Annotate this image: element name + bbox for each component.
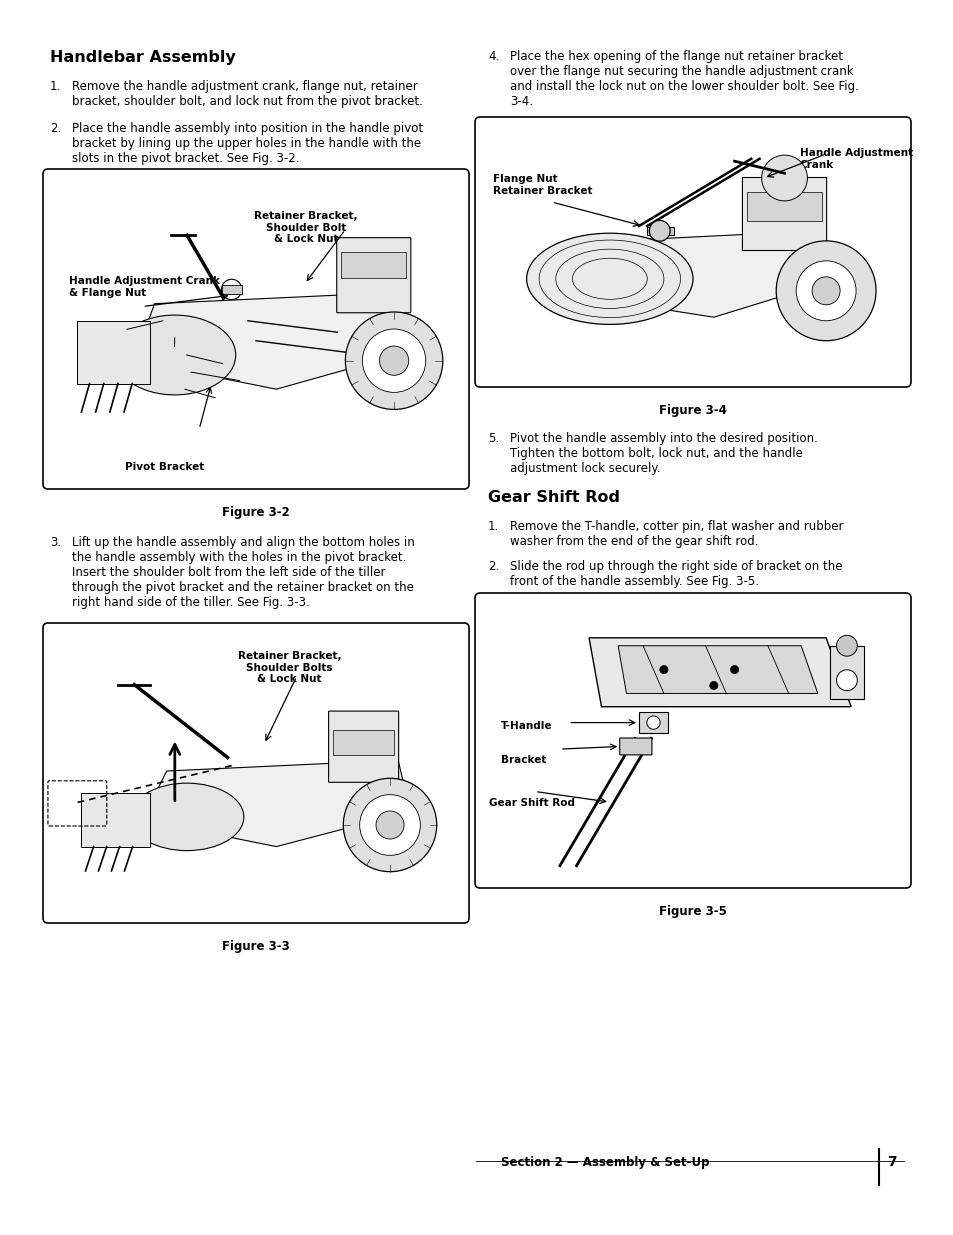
FancyBboxPatch shape	[475, 593, 910, 888]
Text: Handle Adjustment Crank
& Flange Nut: Handle Adjustment Crank & Flange Nut	[69, 277, 219, 298]
Circle shape	[375, 811, 404, 839]
Polygon shape	[142, 761, 410, 847]
Text: Retainer Bracket,
Shoulder Bolts
& Lock Nut: Retainer Bracket, Shoulder Bolts & Lock …	[237, 651, 341, 684]
Bar	[646, 227, 674, 235]
Text: Section 2 — Assembly & Set-Up: Section 2 — Assembly & Set-Up	[500, 1156, 709, 1170]
Bar	[333, 730, 394, 755]
FancyBboxPatch shape	[619, 739, 651, 755]
Polygon shape	[588, 637, 850, 706]
Text: Handlebar Assembly: Handlebar Assembly	[50, 49, 235, 65]
Circle shape	[659, 666, 667, 674]
Text: 7: 7	[886, 1155, 896, 1170]
FancyBboxPatch shape	[741, 178, 825, 251]
Circle shape	[796, 261, 855, 321]
Circle shape	[730, 666, 738, 674]
Circle shape	[379, 346, 408, 375]
Circle shape	[811, 277, 840, 305]
Bar	[81, 793, 151, 847]
Ellipse shape	[113, 315, 235, 395]
Circle shape	[343, 778, 436, 872]
Text: Figure 3-3: Figure 3-3	[222, 940, 290, 953]
Bar	[829, 646, 862, 699]
Text: 1.: 1.	[488, 520, 498, 534]
Text: 3.: 3.	[50, 536, 61, 550]
FancyBboxPatch shape	[328, 711, 398, 782]
Text: Slide the rod up through the right side of bracket on the
front of the handle as: Slide the rod up through the right side …	[510, 559, 841, 588]
Circle shape	[359, 794, 420, 856]
Bar	[77, 321, 151, 384]
Text: Figure 3-5: Figure 3-5	[659, 905, 726, 918]
Bar	[221, 285, 241, 294]
FancyBboxPatch shape	[43, 622, 469, 923]
Bar	[639, 713, 667, 734]
Text: 4.: 4.	[488, 49, 498, 63]
Text: Figure 3-4: Figure 3-4	[659, 404, 726, 417]
Circle shape	[836, 635, 857, 656]
Polygon shape	[618, 646, 817, 693]
Text: Pivot the handle assembly into the desired position.
Tighten the bottom bolt, lo: Pivot the handle assembly into the desir…	[510, 432, 817, 475]
Text: 2.: 2.	[50, 122, 61, 135]
Circle shape	[345, 312, 442, 410]
Circle shape	[760, 156, 806, 201]
Bar	[341, 252, 406, 278]
Text: Figure 3-2: Figure 3-2	[222, 506, 290, 519]
Text: T-Handle: T-Handle	[501, 721, 553, 731]
FancyBboxPatch shape	[336, 237, 411, 312]
Circle shape	[836, 669, 857, 690]
Text: 2.: 2.	[488, 559, 498, 573]
Text: Lift up the handle assembly and align the bottom holes in
the handle assembly wi: Lift up the handle assembly and align th…	[71, 536, 415, 609]
Text: Place the handle assembly into position in the handle pivot
bracket by lining up: Place the handle assembly into position …	[71, 122, 423, 165]
Polygon shape	[559, 231, 838, 317]
Text: Place the hex opening of the flange nut retainer bracket
over the flange nut sec: Place the hex opening of the flange nut …	[510, 49, 858, 107]
Text: Gear Shift Rod: Gear Shift Rod	[488, 798, 574, 808]
Circle shape	[362, 329, 425, 393]
Circle shape	[649, 220, 669, 241]
Circle shape	[221, 279, 241, 300]
Polygon shape	[134, 293, 418, 389]
Text: Pivot Bracket: Pivot Bracket	[125, 462, 204, 472]
Text: Bracket: Bracket	[501, 756, 546, 766]
Text: 1.: 1.	[50, 80, 61, 93]
Text: Remove the handle adjustment crank, flange nut, retainer
bracket, shoulder bolt,: Remove the handle adjustment crank, flan…	[71, 80, 422, 107]
Ellipse shape	[130, 783, 244, 851]
Circle shape	[646, 716, 659, 729]
FancyBboxPatch shape	[475, 117, 910, 387]
Text: 5.: 5.	[488, 432, 498, 445]
Ellipse shape	[526, 233, 692, 325]
Circle shape	[776, 241, 875, 341]
Text: Remove the T-handle, cotter pin, flat washer and rubber
washer from the end of t: Remove the T-handle, cotter pin, flat wa…	[510, 520, 842, 548]
FancyBboxPatch shape	[43, 169, 469, 489]
Text: Retainer Bracket,
Shoulder Bolt
& Lock Nut: Retainer Bracket, Shoulder Bolt & Lock N…	[253, 211, 357, 245]
Circle shape	[709, 682, 718, 689]
Text: Flange Nut
Retainer Bracket: Flange Nut Retainer Bracket	[493, 174, 592, 195]
Text: Gear Shift Rod: Gear Shift Rod	[488, 490, 619, 505]
Bar	[746, 193, 821, 221]
Text: Handle Adjustment
Crank: Handle Adjustment Crank	[799, 148, 912, 169]
